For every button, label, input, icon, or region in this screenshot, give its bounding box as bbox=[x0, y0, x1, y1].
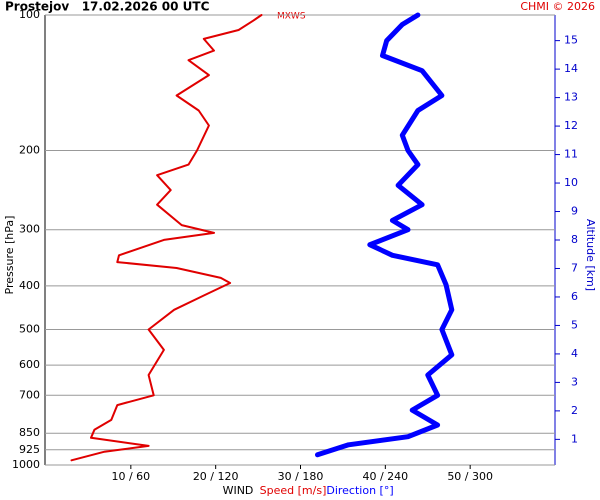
x-tick-label: 10 / 60 bbox=[111, 470, 150, 483]
x-tick-label: 30 / 180 bbox=[278, 470, 324, 483]
y2-tick-label: 7 bbox=[571, 261, 578, 274]
y-tick-label: 200 bbox=[19, 143, 40, 156]
y2-tick-label: 4 bbox=[571, 347, 578, 360]
y2-tick-label: 13 bbox=[564, 91, 578, 104]
y-tick-label: 925 bbox=[19, 443, 40, 456]
y-tick-label: 300 bbox=[19, 223, 40, 236]
x-tick-label: 40 / 240 bbox=[362, 470, 408, 483]
y2-axis-label: Altitude [km] bbox=[584, 219, 597, 291]
y2-tick-label: 8 bbox=[571, 233, 578, 246]
y2-tick-label: 12 bbox=[564, 119, 578, 132]
x-axis-label: WIND bbox=[223, 484, 254, 497]
y2-tick-label: 3 bbox=[571, 375, 578, 388]
y2-tick-label: 6 bbox=[571, 290, 578, 303]
y-tick-label: 100 bbox=[19, 8, 40, 21]
y-tick-label: 600 bbox=[19, 358, 40, 371]
y2-tick-label: 10 bbox=[564, 176, 578, 189]
profile-line bbox=[315, 12, 455, 458]
chart-title: Prostejov 17.02.2026 00 UTC bbox=[5, 0, 210, 14]
y2-tick-label: 1 bbox=[571, 432, 578, 445]
x-tick-label: 20 / 120 bbox=[193, 470, 239, 483]
legend-entry: Speed [m/s] bbox=[260, 484, 327, 497]
y-axis-label: Pressure [hPa] bbox=[3, 216, 16, 295]
y-tick-label: 700 bbox=[19, 388, 40, 401]
y-tick-label: 850 bbox=[19, 426, 40, 439]
y2-tick-label: 11 bbox=[564, 148, 578, 161]
y2-tick-label: 15 bbox=[564, 34, 578, 47]
y2-tick-label: 2 bbox=[571, 404, 578, 417]
x-tick-label: 50 / 300 bbox=[447, 470, 493, 483]
y-tick-label: 1000 bbox=[12, 458, 40, 471]
annotation: MXWS bbox=[277, 12, 306, 22]
y-tick-label: 400 bbox=[19, 279, 40, 292]
y2-tick-label: 14 bbox=[564, 62, 578, 75]
y2-tick-label: 5 bbox=[571, 318, 578, 331]
credit: CHMI © 2026 bbox=[520, 0, 595, 13]
y2-tick-label: 9 bbox=[571, 205, 578, 218]
legend-entry: Direction [°] bbox=[326, 484, 393, 497]
profile-line bbox=[70, 14, 263, 462]
y-tick-label: 500 bbox=[19, 323, 40, 336]
